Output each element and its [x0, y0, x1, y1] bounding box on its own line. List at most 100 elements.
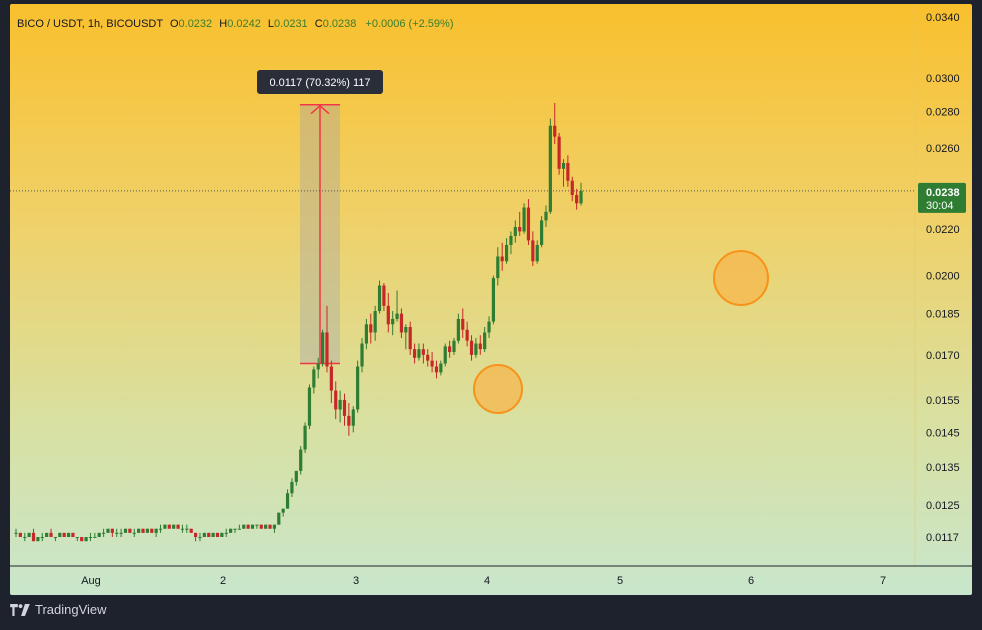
candle[interactable] [106, 528, 110, 533]
candle[interactable] [242, 524, 246, 529]
candle[interactable] [272, 524, 277, 533]
candle[interactable] [259, 524, 263, 529]
candle[interactable] [220, 532, 224, 537]
candle[interactable] [97, 532, 101, 537]
candle[interactable] [14, 528, 18, 537]
highlight-circle[interactable] [473, 364, 523, 414]
candle[interactable] [321, 329, 325, 367]
candle[interactable] [128, 528, 132, 533]
candle[interactable] [294, 470, 298, 486]
candle[interactable] [334, 381, 338, 420]
candle[interactable] [290, 478, 294, 498]
candle[interactable] [434, 360, 439, 379]
candle[interactable] [382, 283, 386, 312]
candle[interactable] [469, 335, 474, 361]
candle[interactable] [202, 532, 206, 537]
candle[interactable] [417, 343, 421, 361]
candle[interactable] [443, 343, 447, 367]
candle[interactable] [27, 532, 31, 537]
candle[interactable] [66, 532, 71, 537]
candle[interactable] [268, 524, 272, 529]
candle[interactable] [364, 318, 368, 350]
candle[interactable] [137, 528, 141, 533]
candle[interactable] [123, 528, 128, 533]
candle[interactable] [80, 537, 84, 542]
candle[interactable] [483, 327, 487, 353]
symbol-title[interactable]: BICO / USDT, 1h, BICOUSDT [17, 18, 163, 30]
candle[interactable] [509, 231, 513, 255]
candle[interactable] [377, 280, 382, 314]
candle[interactable] [448, 340, 452, 358]
candle[interactable] [154, 528, 158, 537]
candle[interactable] [456, 313, 460, 344]
candle[interactable] [513, 220, 517, 243]
candle[interactable] [93, 532, 97, 538]
candle[interactable] [500, 242, 504, 271]
candle[interactable] [351, 406, 355, 433]
candle[interactable] [40, 532, 44, 542]
candle[interactable] [325, 305, 329, 373]
candle[interactable] [189, 528, 193, 533]
candle[interactable] [264, 524, 268, 529]
candle[interactable] [412, 343, 417, 364]
measure-label[interactable]: 0.0117 (70.32%) 117 [257, 70, 383, 94]
candle[interactable] [49, 528, 53, 537]
candle[interactable] [544, 205, 548, 227]
candle[interactable] [207, 532, 211, 537]
candle[interactable] [356, 360, 360, 413]
candle[interactable] [408, 321, 412, 355]
candle[interactable] [163, 524, 167, 529]
candle[interactable] [36, 537, 40, 542]
candle[interactable] [198, 532, 202, 542]
candle[interactable] [369, 313, 373, 344]
candle[interactable] [491, 275, 496, 325]
candle[interactable] [303, 422, 307, 454]
candle[interactable] [45, 532, 49, 537]
candle[interactable] [110, 528, 114, 537]
candle[interactable] [452, 337, 456, 355]
candle[interactable] [478, 335, 482, 355]
candle[interactable] [307, 384, 312, 430]
candle[interactable] [465, 321, 469, 347]
candle[interactable] [566, 155, 570, 187]
candle[interactable] [84, 537, 88, 542]
candle[interactable] [342, 393, 347, 426]
candle[interactable] [504, 238, 509, 264]
candle[interactable] [233, 528, 237, 533]
candle[interactable] [312, 366, 316, 394]
candle[interactable] [461, 308, 465, 338]
candle[interactable] [570, 176, 574, 202]
candle[interactable] [386, 293, 390, 333]
symbol-legend[interactable]: BICO / USDT, 1h, BICOUSDT O0.0232 H0.024… [17, 18, 454, 30]
highlight-circle[interactable] [713, 250, 769, 306]
candle[interactable] [224, 528, 228, 537]
candle[interactable] [119, 528, 123, 537]
candle[interactable] [71, 532, 75, 537]
candle[interactable] [250, 524, 255, 529]
candle[interactable] [62, 532, 66, 537]
candle[interactable] [439, 360, 443, 376]
candle[interactable] [522, 203, 526, 234]
candle[interactable] [285, 489, 290, 509]
candle[interactable] [150, 528, 154, 533]
candle[interactable] [526, 199, 531, 245]
candle[interactable] [75, 537, 79, 542]
candle[interactable] [338, 390, 342, 423]
candle[interactable] [237, 524, 241, 530]
candle[interactable] [579, 182, 583, 206]
candle[interactable] [88, 532, 93, 542]
candle[interactable] [172, 524, 176, 529]
candle[interactable] [404, 324, 408, 350]
candle[interactable] [158, 524, 163, 533]
candle[interactable] [246, 524, 250, 529]
candle[interactable] [316, 357, 320, 379]
candle[interactable] [426, 349, 430, 367]
candle[interactable] [487, 316, 491, 338]
candle[interactable] [193, 532, 198, 542]
candle[interactable] [18, 532, 22, 537]
candle[interactable] [53, 537, 58, 542]
candle[interactable] [518, 211, 522, 236]
candle[interactable] [347, 403, 351, 436]
candle[interactable] [329, 360, 333, 404]
